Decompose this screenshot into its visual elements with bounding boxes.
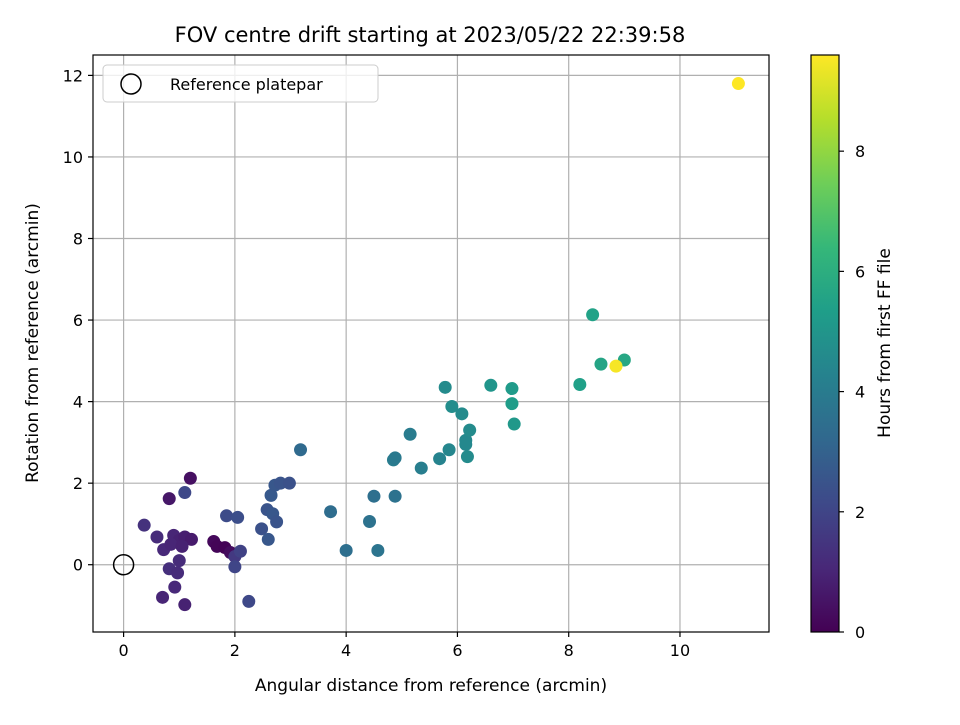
data-point [403, 427, 417, 441]
data-point [484, 378, 498, 392]
data-point [168, 580, 182, 594]
data-point [594, 357, 608, 371]
data-point [171, 566, 185, 580]
data-point [178, 598, 192, 612]
x-tick-label: 8 [564, 641, 574, 660]
y-tick-label: 2 [73, 474, 83, 493]
data-point [261, 532, 275, 546]
legend-marker-icon [120, 73, 142, 95]
data-point [150, 530, 164, 544]
data-point [367, 489, 381, 503]
data-point [270, 515, 284, 529]
y-tick-label: 10 [63, 148, 83, 167]
data-point [414, 461, 428, 475]
x-axis-label: Angular distance from reference (arcmin) [255, 676, 607, 696]
data-point [264, 488, 278, 502]
data-point [183, 471, 197, 485]
data-point [156, 590, 170, 604]
data-point [231, 510, 245, 524]
data-point [460, 450, 474, 464]
x-tick-label: 2 [230, 641, 240, 660]
legend: Reference platepar [102, 64, 379, 103]
data-point [433, 452, 447, 466]
data-point [220, 509, 234, 523]
points-layer [112, 77, 745, 612]
data-point [228, 560, 242, 574]
y-tick-label: 8 [73, 229, 83, 248]
colorbar-label: Hours from first FF file [875, 248, 895, 438]
data-point [184, 532, 198, 546]
colorbar-tick-label: 2 [855, 503, 865, 522]
data-point [164, 537, 178, 551]
data-point [242, 594, 256, 608]
reference-platepar-marker [112, 553, 135, 576]
data-point [442, 443, 456, 457]
x-tick-label: 10 [670, 641, 690, 660]
data-point [339, 543, 353, 557]
data-point [178, 486, 192, 500]
colorbar-tick-label: 0 [855, 623, 865, 642]
y-tick-label: 12 [63, 66, 83, 85]
colorbar-tick-label: 8 [855, 142, 865, 161]
colorbar-tick-label: 6 [855, 262, 865, 281]
data-point [388, 489, 402, 503]
legend-box [102, 64, 379, 103]
legend-entry-label: Reference platepar [170, 75, 323, 94]
data-point [445, 400, 459, 414]
data-point [586, 308, 600, 322]
data-point [371, 543, 385, 557]
y-axis-ticks: 0 2 4 6 8 10 12 [63, 66, 93, 575]
data-point [463, 423, 477, 437]
grid-layer [93, 55, 769, 632]
x-axis-ticks: 0 2 4 6 8 10 [119, 632, 690, 660]
data-point [388, 451, 402, 465]
colorbar-gradient [810, 54, 840, 633]
colorbar-ticks: 0 2 4 6 8 [839, 142, 865, 642]
chart-title: FOV centre drift starting at 2023/05/22 … [175, 23, 686, 47]
data-point [438, 380, 452, 394]
plot-area-frame [92, 54, 770, 633]
data-point [294, 443, 308, 457]
data-point [507, 417, 521, 431]
data-point [459, 437, 473, 451]
y-axis-label: Rotation from reference (arcmin) [23, 203, 43, 483]
y-tick-label: 4 [73, 393, 83, 412]
x-tick-label: 0 [119, 641, 129, 660]
data-point [255, 522, 269, 536]
data-point [731, 77, 745, 91]
data-point [505, 382, 519, 396]
data-point [137, 518, 151, 532]
y-tick-label: 0 [73, 556, 83, 575]
data-point [324, 505, 338, 519]
data-point [573, 377, 587, 391]
x-tick-label: 6 [452, 641, 462, 660]
x-tick-label: 4 [341, 641, 351, 660]
data-point [455, 407, 469, 421]
data-point [233, 544, 247, 558]
colorbar: 0 2 4 6 8 Hours from first FF file [810, 54, 895, 642]
y-tick-label: 6 [73, 311, 83, 330]
data-point [162, 492, 176, 506]
data-point [282, 476, 296, 490]
data-point [172, 554, 186, 568]
data-point [175, 539, 189, 553]
data-point [273, 476, 287, 490]
data-point [609, 359, 623, 373]
colorbar-tick-label: 4 [855, 383, 865, 402]
data-point [363, 514, 377, 528]
data-point [505, 397, 519, 411]
